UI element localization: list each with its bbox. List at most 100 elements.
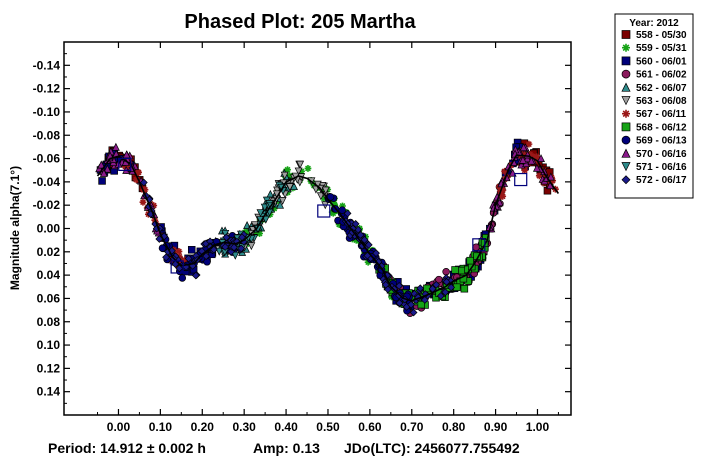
data-point [304,165,312,172]
data-point [521,166,529,174]
data-point [181,256,189,264]
data-point [407,300,415,309]
data-point [209,245,218,254]
legend-marker [622,43,630,52]
data-point [351,220,360,228]
legend-item: 559 - 05/31 [622,43,687,54]
highlight-box [170,260,184,274]
data-point [356,231,365,239]
legend-item: 560 - 06/01 [621,56,687,67]
data-point [320,195,328,202]
data-point [416,284,425,293]
legend-marker [621,135,631,145]
legend-label: 567 - 06/11 [636,109,686,120]
highlight-box [472,238,486,252]
data-point [168,246,176,255]
data-point [158,244,167,252]
data-point [202,252,211,260]
data-point [436,292,445,300]
data-point [546,172,555,181]
data-point [221,229,230,238]
footer-amp: Amp: 0.13 [253,440,320,456]
data-point [527,156,536,165]
data-point [282,167,290,175]
data-point [535,172,543,180]
legend-label: 572 - 06/17 [636,175,687,186]
data-point [278,197,287,205]
y-axis: -0.14 -0.12 -0.10 -0.08 -0.06 -0.04 -0.02 0.00 0… [33,53,571,404]
x-tick-label: 0.20 [191,420,215,434]
legend-item: 569 - 06/13 [621,135,687,147]
legend-item: 558 - 05/30 [621,30,687,41]
data-point [285,183,294,192]
data-point [501,167,509,175]
data-point [518,155,527,164]
data-point [140,186,148,194]
data-point [335,221,343,228]
legend-marker [621,69,631,79]
data-point [457,266,466,275]
x-tick-label: 0.60 [358,420,382,434]
y-tick-label: -0.04 [33,175,61,189]
data-point [139,198,147,206]
legend-label: 569 - 06/13 [636,136,687,147]
data-point [260,203,269,212]
data-point [526,150,534,158]
legend-label: 560 - 06/01 [636,56,687,67]
legend-item: 567 - 06/11 [622,109,686,120]
data-point [191,271,200,280]
data-point [237,244,246,253]
x-tick-label: 0.30 [232,420,256,434]
x-tick-label: 0.50 [316,420,340,434]
x-tick-label: 1.00 [526,420,550,434]
y-tick-label: 0.14 [37,385,61,399]
data-point [162,253,170,262]
data-point [420,296,429,304]
y-tick-label: -0.12 [33,82,61,96]
y-tick-label: 0.00 [37,222,61,236]
legend-marker [621,96,631,106]
data-point [499,192,507,200]
data-point [132,176,140,184]
footer-period: Period: 14.912 ± 0.002 h [48,440,206,456]
x-tick-label: 0.10 [149,420,173,434]
legend-item: 561 - 06/02 [621,69,687,81]
data-point [343,209,352,218]
legend-item: 572 - 06/17 [621,175,687,186]
legend-marker [622,109,630,118]
legend-marker [621,82,631,92]
data-point [328,208,336,216]
x-tick-label: 0.70 [400,420,424,434]
data-point [97,160,106,169]
data-point [103,164,112,173]
data-point [230,243,238,252]
data-point [447,283,456,292]
data-point [280,171,289,180]
y-axis-label: Magnitude alpha(7.1°) [8,166,22,290]
data-point [532,163,541,172]
legend: Year: 2012 558 - 05/30 559 - 05/31 560 - 0… [614,13,694,199]
data-point [256,209,265,218]
data-point [231,251,240,260]
data-point [99,168,108,177]
y-tick-label: -0.14 [33,58,61,72]
legend-marker [621,175,631,185]
data-point [460,284,469,293]
data-point [472,243,480,251]
legend-label: 561 - 06/02 [636,70,687,81]
x-tick-label: 0.90 [484,420,508,434]
data-point [441,288,450,297]
data-point [133,168,141,176]
data-point [270,205,278,212]
footer-jdo: JDo(LTC): 2456077.755492 [344,440,520,456]
legend-label: 559 - 05/31 [636,43,687,54]
legend-marker [621,162,631,172]
data-point [145,202,153,211]
data-point [298,167,305,175]
y-tick-label: 0.08 [37,315,61,329]
data-point [330,200,338,208]
legend-label: 563 - 06/08 [636,96,687,107]
data-point [339,202,346,210]
legend-item: 570 - 06/16 [621,148,687,160]
legend-label: 562 - 06/07 [636,83,687,94]
